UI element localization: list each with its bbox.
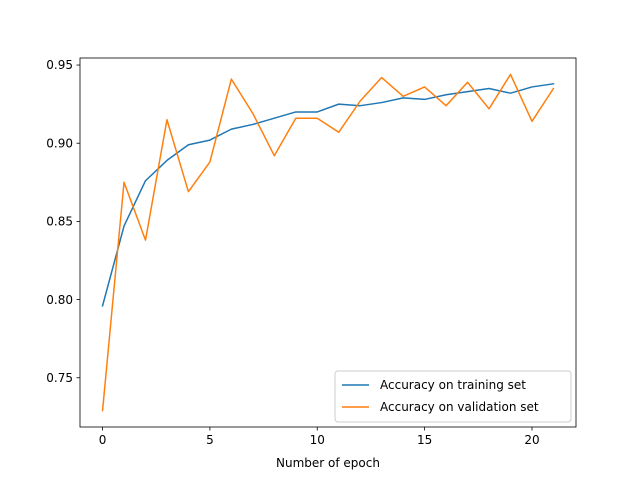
- y-tick-label: 0.90: [46, 136, 73, 150]
- y-tick-label: 0.80: [46, 293, 73, 307]
- y-tick-label: 0.75: [46, 371, 73, 385]
- axes-layer: 0 5 10 15 20 0.75 0.80 0.85 0.90 0.95: [46, 57, 577, 447]
- axes-frame: [79, 57, 577, 428]
- x-tick-label: 10: [310, 433, 325, 447]
- series-line-0: [101, 82, 555, 307]
- y-tick-label: 0.95: [46, 58, 73, 72]
- legend-label-1: Accuracy on validation set: [380, 400, 539, 414]
- x-tick-label: 0: [99, 433, 107, 447]
- x-tick-label: 15: [417, 433, 432, 447]
- plot-layer: [101, 73, 555, 412]
- legend: Accuracy on training set Accuracy on vali…: [334, 370, 572, 423]
- legend-box: [334, 370, 572, 423]
- legend-label-0: Accuracy on training set: [380, 378, 526, 392]
- series-line-1: [101, 73, 555, 412]
- x-tick-label: 20: [524, 433, 539, 447]
- x-tick-label: 5: [206, 433, 214, 447]
- x-axis-label: Number of epoch: [276, 456, 380, 470]
- y-tick-label: 0.85: [46, 215, 73, 229]
